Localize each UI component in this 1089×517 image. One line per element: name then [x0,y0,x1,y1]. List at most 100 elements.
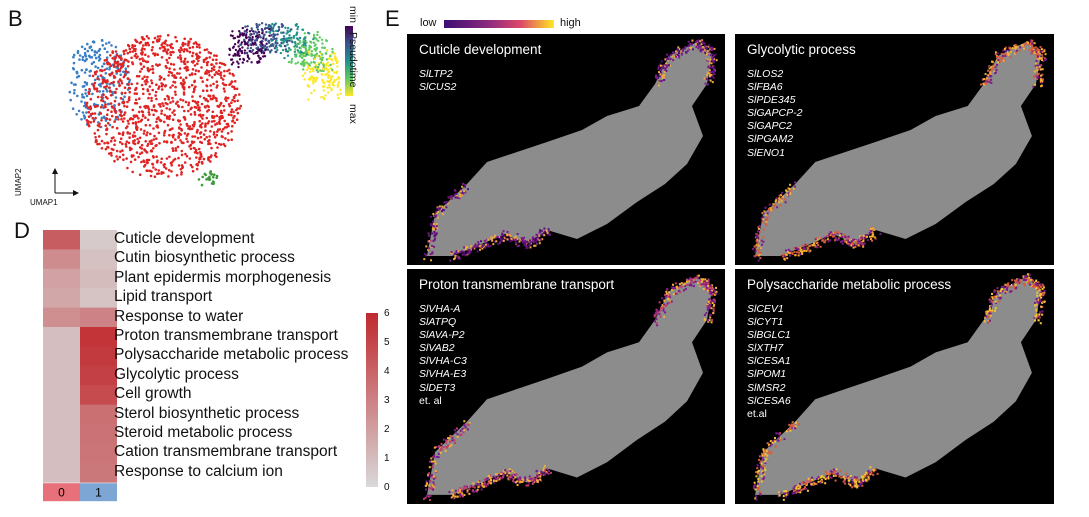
gene-name: SlCESA6 [747,394,791,407]
heatmap-cell [80,443,117,464]
heatmap-cell [43,346,80,367]
heatmap-row-label: Cell growth [114,385,192,403]
umap-y-label: UMAP2 [14,168,23,196]
heatmap-column-label: 1 [95,486,102,500]
heatmap-cell [43,404,80,425]
heatmap-row-label: Sterol biosynthetic process [114,404,300,422]
gene-name: SlXTH7 [747,342,784,355]
heatmap-cell [80,249,117,270]
heatmap-cell [80,404,117,425]
heatmap-row-label: Polysaccharide metabolic process [114,346,349,364]
heatmap-cell [43,424,80,444]
spatial-tissue-map [423,274,718,502]
gene-name: SlCEV1 [747,303,784,315]
heatmap-cell [80,327,117,347]
gene-name: SlVAB2 [419,342,455,355]
spatial-colorbar [444,20,554,28]
panel-letter-e: E [385,6,400,31]
heatmap-cell [80,346,117,367]
gene-name: SlCESA1 [747,355,791,368]
heatmap-cell [80,268,117,289]
heatmap-row-label: Cuticle development [114,230,255,247]
spatial-tile-glycolytic: Glycolytic process SlLOS2 SlFBA6 SlPDE345 S… [735,34,1054,265]
spatial-tile-cuticle: Cuticle development SlLTP2 SlCUS2 [407,34,725,265]
tile-title: Cuticle development [419,42,542,57]
gene-name: SlCYT1 [747,316,784,329]
heatmap-cell [43,249,80,270]
heatmap-cell [43,307,80,328]
heatmap-colorbar [366,313,378,487]
heatmap-row-label: Cutin biosynthetic process [114,249,295,267]
pseudotime-min-label: min [347,6,359,23]
heatmap-cell [43,327,80,347]
heatmap-cell [80,424,117,444]
gene-name: SlVHA-C3 [419,355,467,368]
colorbar-tick-label: 6 [384,308,390,319]
gene-name: SlAVA-P2 [419,329,465,342]
heatmap-row-label: Plant epidermis morphogenesis [114,268,332,286]
gene-list-note: et.al [747,407,767,420]
heatmap-cell [80,462,117,483]
colorbar-tick-label: 1 [384,453,390,464]
gene-name: SlCUS2 [419,81,457,94]
spatial-tissue-map [751,39,1047,262]
gene-name: SlATPQ [419,316,457,329]
gene-name: SlDET3 [419,381,456,394]
spatial-tile-proton: Proton transmembrane transport SlVHA-A Sl… [407,269,725,504]
umap-axes-icon [52,168,79,196]
heatmap-cell [43,462,80,483]
heatmap-cell [80,288,117,309]
gene-name: SlGAPCP-2 [747,107,803,120]
heatmap-row-label: Proton transmembrane transport [114,327,338,344]
gene-list: SlCEV1 SlCYT1 SlBGLC1 SlXTH7 SlCESA1 SlPOM1 Sl… [747,303,791,421]
heatmap-cell [43,288,80,309]
colorbar-tick-label: 0 [384,482,390,493]
gene-list-note: et. al [419,394,442,407]
gene-name: SlENO1 [747,146,785,159]
heatmap-row-label: Response to water [114,307,244,325]
heatmap-row-label: Cation transmembrane transport [114,443,338,461]
tile-title: Polysaccharide metabolic process [747,277,952,292]
gene-list: SlLOS2 SlFBA6 SlPDE345 SlGAPCP-2 SlGAPC2 SlPG… [747,68,802,160]
heatmap-cell [43,385,80,406]
gene-name: SlVHA-A [419,303,461,315]
heatmap-cell [80,385,117,406]
spatial-legend-low: low [420,17,437,29]
heatmap-cell [43,268,80,289]
pseudotime-colorbar [345,26,353,96]
panel-letter-b: B [8,6,23,31]
spatial-tissue-map [423,39,718,262]
gene-name: SlPGAM2 [747,133,794,146]
gene-name: SlPDE345 [747,94,796,107]
gene-name: SlGAPC2 [747,120,792,133]
heatmap-row-label: Steroid metabolic process [114,424,293,441]
heatmap-column-label: 0 [58,486,65,500]
tile-title: Proton transmembrane transport [419,277,615,292]
colorbar-tick-label: 2 [384,424,390,435]
heatmap-column-bar [43,483,80,502]
gene-name: SlLTP2 [419,68,453,80]
spatial-tile-polysaccharide: Polysaccharide metabolic process SlCEV1 S… [735,269,1054,504]
heatmap-cell [43,365,80,386]
colorbar-tick-label: 4 [384,366,390,377]
heatmap-cell [80,230,117,250]
heatmap-cell [80,307,117,328]
gene-name: SlFBA6 [747,81,783,94]
umap-pseudotime-plot [228,22,342,101]
colorbar-tick-label: 5 [384,337,390,348]
umap-x-label: UMAP1 [30,198,58,207]
heatmap-column-bar [80,483,117,502]
gene-name: SlMSR2 [747,381,786,394]
colorbar-tick-label: 3 [384,395,390,406]
spatial-legend-high: high [560,17,581,29]
heatmap-row-label: Response to calcium ion [114,462,283,480]
pseudotime-max-label: max [347,104,359,124]
heatmap-row-label: Glycolytic process [114,365,239,383]
heatmap-row-label: Lipid transport [114,288,213,306]
heatmap-cell [43,443,80,464]
gene-name: SlPOM1 [747,368,787,381]
heatmap-cell [80,365,117,386]
gene-name: SlLOS2 [747,68,784,80]
tile-title: Glycolytic process [747,42,856,57]
